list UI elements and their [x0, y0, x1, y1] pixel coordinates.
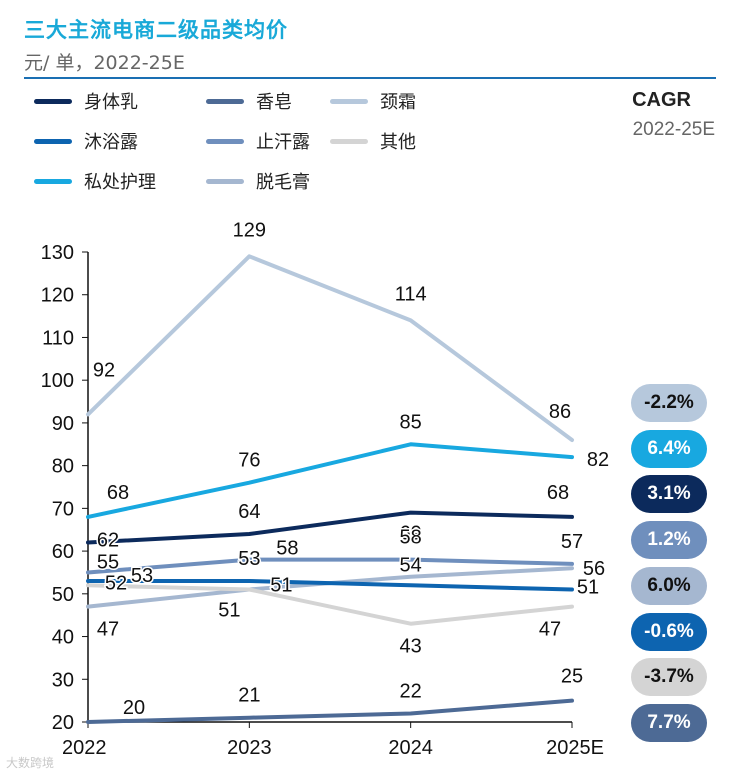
y-tick-label: 50: [52, 584, 74, 606]
y-tick-label: 120: [41, 285, 74, 307]
cagr-range: 2022-25E: [632, 119, 715, 140]
legend-label: 私处护理: [84, 172, 156, 193]
data-label: 86: [549, 401, 571, 423]
data-label: 69: [400, 523, 422, 545]
chart-title: 三大主流电商二级品类均价: [24, 18, 288, 42]
data-label: 43: [400, 636, 422, 658]
data-label: 68: [547, 482, 569, 504]
data-label: 51: [577, 577, 599, 599]
cagr-badge: 7.7%: [631, 703, 707, 742]
legend-label: 香皂: [256, 92, 292, 113]
cagr-badge: 3.1%: [631, 475, 707, 514]
data-label: 92: [93, 359, 115, 381]
cagr-badge: -3.7%: [631, 658, 707, 697]
data-label: 47: [97, 619, 119, 641]
data-label: 58: [276, 538, 298, 560]
series-line: [86, 579, 574, 592]
legend-swatch: [330, 98, 368, 104]
legend-item: 止汗露: [206, 128, 310, 154]
data-label: 62: [97, 530, 119, 552]
data-label: 129: [233, 219, 266, 241]
legend-swatch: [330, 138, 368, 144]
legend-label: 身体乳: [84, 92, 138, 113]
legend-item: 颈霜: [330, 88, 416, 114]
title-divider: [24, 77, 716, 79]
series-line: [86, 583, 574, 626]
y-tick-label: 110: [42, 327, 74, 349]
series-line: [86, 698, 574, 724]
series-line: [86, 557, 574, 575]
data-label: 64: [238, 501, 260, 523]
x-tick-label: 2022: [62, 737, 107, 759]
data-label: 85: [400, 411, 422, 433]
cagr-badge: 6.4%: [631, 429, 707, 468]
cagr-badge: -0.6%: [631, 612, 707, 651]
data-label: 20: [123, 697, 145, 719]
y-tick-label: 100: [41, 370, 74, 392]
data-label: 82: [587, 449, 609, 471]
y-tick-label: 20: [52, 712, 74, 734]
legend-label: 止汗露: [256, 132, 310, 153]
cagr-badge: 1.2%: [631, 521, 707, 560]
legend-item: 脱毛膏: [206, 168, 310, 194]
data-label: 47: [539, 619, 561, 641]
legend-item: 其他: [330, 128, 416, 154]
legend-swatch: [34, 138, 72, 144]
y-tick-label: 90: [52, 413, 74, 435]
series-line: [86, 254, 574, 442]
series-line: [86, 442, 574, 519]
watermark: 大数跨境: [6, 756, 55, 770]
legend-item: 私处护理: [34, 168, 156, 194]
y-tick-label: 30: [52, 669, 74, 691]
y-tick-label: 60: [52, 541, 74, 563]
data-label: 53: [131, 565, 153, 587]
data-label: 58: [400, 527, 422, 549]
legend-swatch: [34, 98, 72, 104]
data-label: 76: [238, 450, 260, 472]
y-tick-label: 70: [52, 498, 74, 520]
data-label: 25: [561, 666, 583, 688]
legend-swatch: [206, 138, 244, 144]
y-tick-label: 130: [41, 242, 74, 264]
data-label: 54: [400, 555, 422, 577]
legend-label: 其他: [380, 132, 416, 153]
data-label: 22: [400, 680, 422, 702]
chart-subtitle: 元/ 单，2022-25E: [24, 52, 185, 74]
legend-swatch: [34, 178, 72, 184]
legend-label: 颈霜: [380, 92, 416, 113]
cagr-badge: -2.2%: [631, 384, 707, 422]
data-label: 57: [561, 531, 583, 553]
data-label: 53: [238, 548, 260, 570]
data-label: 68: [107, 482, 129, 504]
data-label: 114: [395, 283, 427, 305]
data-label: 51: [218, 600, 240, 622]
legend-label: 脱毛膏: [256, 172, 310, 193]
data-label: 56: [583, 558, 605, 580]
data-label: 52: [105, 572, 127, 594]
x-tick-label: 2025E: [546, 737, 604, 759]
legend-item: 香皂: [206, 88, 292, 114]
y-tick-label: 40: [52, 627, 74, 649]
data-label: 21: [238, 685, 260, 707]
legend-item: 身体乳: [34, 88, 138, 114]
series-line: [86, 510, 574, 545]
cagr-title: CAGR: [632, 89, 691, 111]
legend-swatch: [206, 98, 244, 104]
cagr-badge: 6.0%: [631, 566, 707, 605]
legend-swatch: [206, 178, 244, 184]
x-tick-label: 2023: [227, 737, 272, 759]
legend-label: 沐浴露: [84, 132, 138, 153]
y-tick-label: 80: [52, 456, 74, 478]
x-tick-label: 2024: [388, 737, 433, 759]
data-label: 55: [97, 551, 119, 573]
data-label: 51: [270, 575, 292, 597]
legend-item: 沐浴露: [34, 128, 138, 154]
